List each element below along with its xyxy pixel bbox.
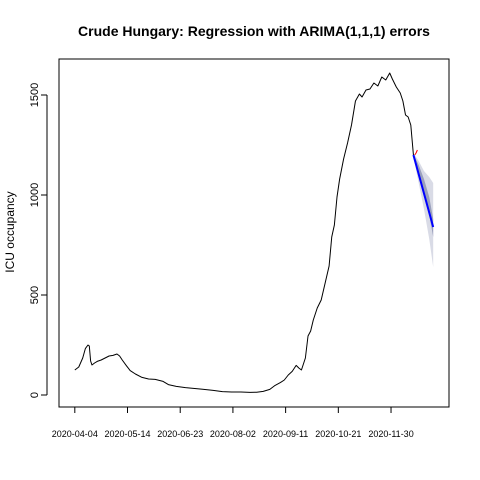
y-tick-label: 1500	[29, 83, 41, 107]
y-tick-label: 500	[29, 286, 41, 304]
y-tick-label: 0	[29, 392, 41, 398]
x-tick-label: 2020-10-21	[315, 429, 361, 439]
x-tick-label: 2020-05-14	[104, 429, 150, 439]
chart-title: Crude Hungary: Regression with ARIMA(1,1…	[78, 23, 430, 39]
x-axis: 2020-04-04 2020-05-14 2020-06-23 2020-08-02…	[52, 406, 414, 439]
series-line-observed	[74, 72, 414, 393]
x-tick-label: 2020-04-04	[52, 429, 98, 439]
prediction-band-95	[413, 153, 434, 267]
y-tick-label: 1000	[29, 183, 41, 207]
series-layer	[74, 72, 435, 393]
y-axis-label: ICU occupancy	[3, 191, 17, 272]
x-tick-label: 2020-11-30	[368, 429, 413, 439]
x-tick-label: 2020-08-02	[210, 429, 256, 439]
x-tick-label: 2020-09-11	[263, 429, 308, 439]
prediction-interval-95	[413, 153, 434, 267]
series-line-forecast	[412, 154, 435, 228]
y-axis: 0 500 1000 1500	[29, 83, 48, 398]
x-tick-label: 2020-06-23	[157, 429, 203, 439]
series-line-fitted	[414, 149, 418, 156]
